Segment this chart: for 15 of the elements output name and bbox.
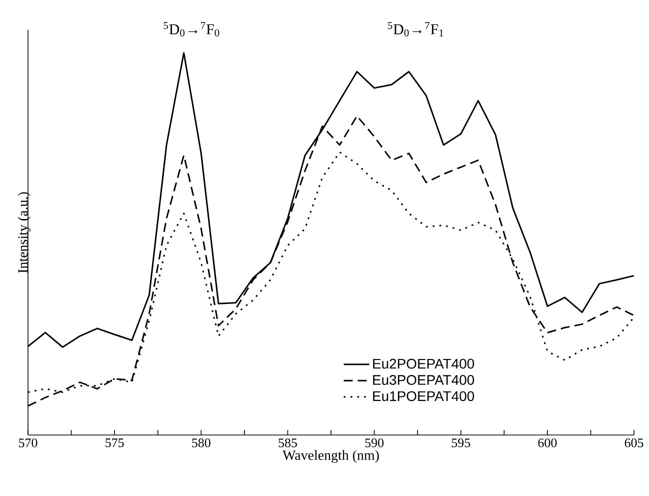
x-tick-label: 600: [538, 438, 557, 448]
x-tick-label: 575: [106, 438, 124, 448]
x-axis-title: Wavelength (nm): [282, 450, 379, 463]
x-tick-label: 595: [452, 438, 470, 448]
text: $^{5}$D$_{0}$→$^{7}$F$_{1}$: [388, 22, 444, 36]
x-tick-label: 570: [19, 438, 38, 448]
text: $^{5}$D$_{0}$→$^{7}$F$_{0}$: [164, 22, 220, 36]
x-tick-label: 585: [278, 438, 297, 448]
y-axis-title: Intensity (a.u.): [18, 192, 30, 273]
legend-label: Eu3POEPAT400: [373, 375, 474, 385]
legend-label: Eu1POEPAT400: [373, 391, 474, 402]
legend-label: Eu2POEPAT400: [373, 358, 474, 369]
x-tick-label: 590: [365, 438, 384, 448]
x-tick-label: 580: [192, 438, 210, 448]
x-tick-label: 605: [624, 438, 644, 448]
